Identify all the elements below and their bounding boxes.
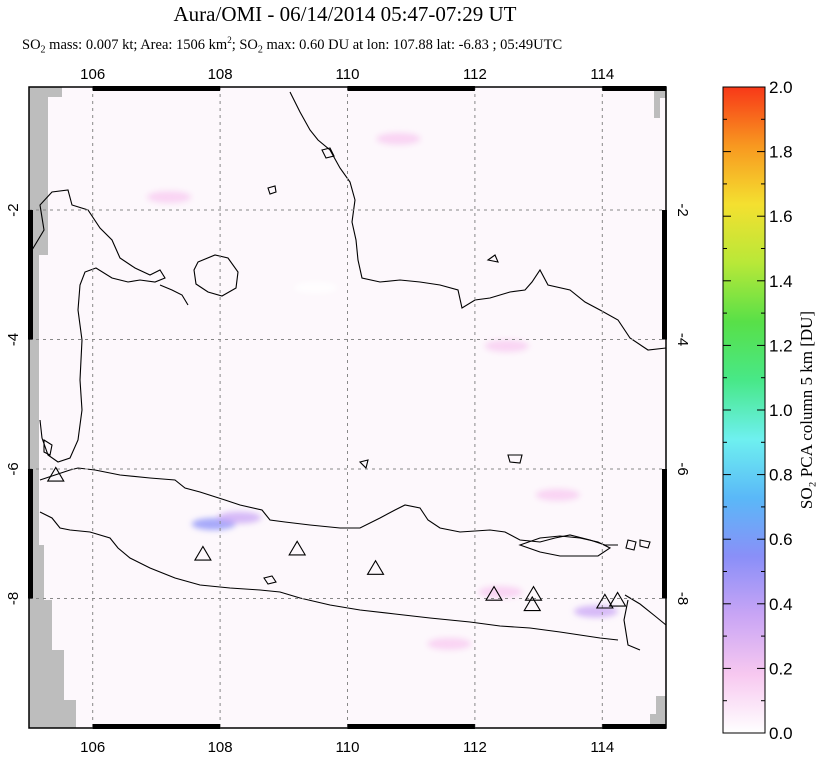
lon-tick-label-bottom: 106 xyxy=(80,739,105,756)
axis-bar-right xyxy=(662,210,667,340)
so2-patch xyxy=(478,586,523,599)
axis-tick-labels: 106 106 108 108 110 110 112 112 114 114 -2 -2 -4 -4 -6… xyxy=(5,66,691,756)
colorbar-tick-label: 0.4 xyxy=(769,595,793,614)
lat-tick-label-right: -8 xyxy=(674,592,691,605)
so2-layer xyxy=(147,132,618,650)
map-background xyxy=(29,87,666,728)
map-title: Aura/OMI - 06/14/2014 05:47-07:29 UT xyxy=(173,2,517,26)
colorbar-tick-label: 0.6 xyxy=(769,530,793,549)
colorbar-tick-label: 1.4 xyxy=(769,272,793,291)
no-data-region-right-bottom xyxy=(650,696,666,728)
colorbar-tick-label: 1.6 xyxy=(769,207,793,226)
so2-patch xyxy=(535,488,580,501)
coastline-borneo xyxy=(289,91,667,351)
colorbar-tick-label: 1.0 xyxy=(769,401,793,420)
colorbar-tick-label: 0.0 xyxy=(769,724,793,743)
coastline-island-2 xyxy=(321,147,335,159)
coastline-belitung-hint xyxy=(159,284,189,306)
coastline-island-6 xyxy=(358,459,369,470)
axis-bar-bottom xyxy=(602,724,666,729)
no-data-region-right xyxy=(642,87,666,118)
volcano-marker xyxy=(485,585,503,601)
axis-bar-bottom xyxy=(92,724,221,729)
coastline-madura xyxy=(518,535,612,557)
axis-bar-left xyxy=(28,210,33,340)
lon-tick-label-top: 114 xyxy=(590,66,614,83)
coastline-island-3 xyxy=(267,185,277,195)
lat-tick-label-left: -6 xyxy=(5,462,22,475)
coastlines xyxy=(28,91,667,651)
axis-bar-bottom xyxy=(347,724,475,729)
so2-patch xyxy=(484,339,529,352)
lon-tick-label-bottom: 110 xyxy=(336,739,360,756)
so2-patch xyxy=(427,637,472,650)
lat-tick-label-right: -6 xyxy=(674,462,691,475)
coastline-bali xyxy=(623,594,667,651)
axis-bar-top xyxy=(347,86,475,91)
lon-tick-label-bottom: 114 xyxy=(590,739,614,756)
so2-patch xyxy=(376,132,421,145)
lon-tick-label-top: 110 xyxy=(336,66,360,83)
coastline-island-5 xyxy=(43,439,53,456)
axis-bar-top xyxy=(602,86,666,91)
lat-tick-label-left: -4 xyxy=(5,333,22,346)
lat-tick-label-right: -4 xyxy=(674,333,691,346)
volcano-marker xyxy=(366,559,385,575)
coastline-island-1 xyxy=(507,454,523,464)
grid-lines xyxy=(29,87,666,728)
colorbar-tick-label: 0.2 xyxy=(769,659,793,678)
coastline-island-8 xyxy=(263,575,277,585)
volcano-marker xyxy=(46,466,65,482)
coastline-bangka xyxy=(193,254,239,297)
volcano-marker xyxy=(193,545,212,561)
axis-tick-bars xyxy=(28,86,667,729)
so2-patch xyxy=(147,191,192,204)
colorbar: 0.0 0.2 0.4 0.6 0.8 1.0 1.2 1.4 1.6 1.8 2.0 SO₂ PC… xyxy=(722,78,816,743)
colorbar-tick-label: 1.2 xyxy=(769,336,793,355)
lon-tick-label-bottom: 108 xyxy=(208,739,233,756)
coastline-island-7 xyxy=(625,539,637,551)
volcano-marker xyxy=(288,540,307,556)
coastline-sumatra xyxy=(28,189,166,463)
lat-tick-label-left: -8 xyxy=(5,592,22,605)
volcano-marker xyxy=(595,593,614,609)
lon-tick-label-bottom: 112 xyxy=(463,739,487,756)
map-area xyxy=(28,86,667,729)
colorbar-tick-label: 0.8 xyxy=(769,466,793,485)
lon-tick-label-top: 108 xyxy=(208,66,233,83)
so2-patch xyxy=(217,511,262,524)
lon-tick-label-top: 112 xyxy=(463,66,487,83)
colorbar-tick-label: 2.0 xyxy=(769,78,793,97)
colorbar-tick-label: 1.8 xyxy=(769,143,793,162)
coastline-java-south xyxy=(39,511,619,641)
axis-bar-top xyxy=(92,86,221,91)
colorbar-label: SO₂ PCA column 5 km [DU] xyxy=(797,311,816,509)
so2-patch xyxy=(293,281,338,294)
volcano-layer xyxy=(46,466,627,612)
volcano-marker xyxy=(523,595,542,612)
colorbar-ticks: 0.0 0.2 0.4 0.6 0.8 1.0 1.2 1.4 1.6 1.8 2.0 xyxy=(723,78,793,743)
lat-tick-label-left: -2 xyxy=(5,203,22,216)
no-data-region-left xyxy=(29,87,76,728)
volcano-marker xyxy=(608,591,627,607)
lon-tick-label-top: 106 xyxy=(80,66,105,83)
axis-bar-right xyxy=(662,469,667,599)
so2-patch xyxy=(573,605,618,618)
coastline-island-4 xyxy=(486,254,499,263)
map-subtitle: SO2 mass: 0.007 kt; Area: 1506 km2; SO2 … xyxy=(22,35,563,56)
axis-bar-left xyxy=(28,469,33,599)
lat-tick-label-right: -2 xyxy=(674,203,691,216)
coastline-kangean xyxy=(639,539,651,549)
